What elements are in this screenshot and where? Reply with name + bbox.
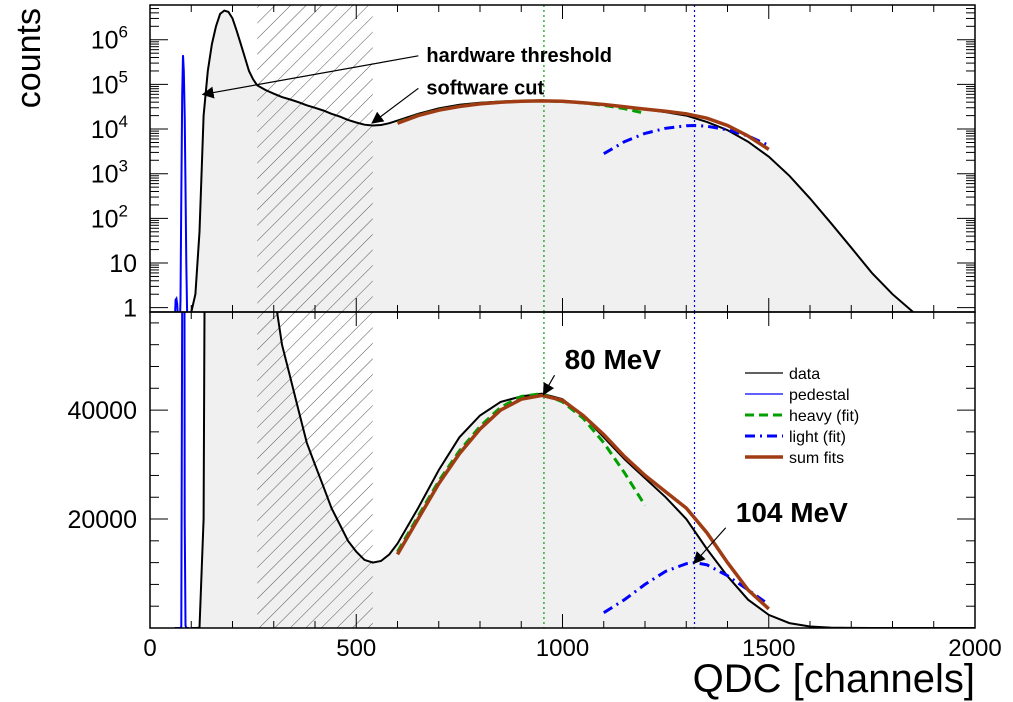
chart-overlay: 0 500 1000 1500 2000 1 10 102 103 104 105 106 20000 4…	[67, 4, 1002, 662]
annotation-arrow	[693, 527, 727, 565]
legend-label-pedestal: pedestal	[789, 387, 850, 404]
linear-series-data	[191, 312, 975, 628]
legend: data pedestal heavy (fit) light (fit) sum fi…	[745, 366, 859, 467]
y-axis-label: counts	[10, 8, 48, 108]
annotation-label: hardware threshold	[426, 45, 612, 67]
log-y-tick-label: 10	[109, 250, 137, 278]
log-data-fill	[191, 10, 975, 312]
log-y-tick-label: 102	[91, 201, 128, 233]
log-y-tick-label: 1	[123, 295, 137, 323]
linear-panel	[174, 312, 975, 628]
annotation-label: 80 MeV	[565, 344, 662, 375]
linear-data-fill	[191, 312, 975, 628]
log-y-tick-label: 104	[91, 112, 128, 144]
annotation-label: software cut	[426, 77, 544, 99]
log-y-tick-label: 103	[91, 157, 128, 189]
log-series-light	[603, 123, 770, 155]
x-tick-label: 1500	[742, 635, 795, 662]
x-tick-label: 500	[336, 635, 376, 662]
linear-series-sum	[395, 393, 770, 611]
x-tick-label: 2000	[948, 635, 1001, 662]
annotation-arrow	[371, 87, 419, 124]
log-hatched-region	[257, 5, 373, 312]
linear-panel-frame	[149, 311, 976, 629]
x-axis-label: QDC [channels]	[693, 657, 975, 701]
x-tick-label: 1000	[536, 635, 589, 662]
linear-series-heavy	[396, 392, 647, 553]
annotation-arrow	[542, 374, 556, 396]
legend-label-heavy: heavy (fit)	[789, 408, 859, 425]
x-tick-label: 0	[143, 635, 156, 662]
linear-hatched-region	[257, 312, 373, 628]
legend-label-light: light (fit)	[789, 429, 846, 446]
log-y-tick-label: 105	[91, 67, 128, 99]
log-y-tick-label: 106	[91, 23, 128, 55]
linear-y-tick-label: 20000	[67, 506, 137, 534]
log-panel	[174, 5, 975, 312]
linear-series-light	[602, 561, 770, 614]
log-series-data	[190, 9, 915, 312]
log-series-pedestal	[174, 55, 189, 312]
annotation-label: 104 MeV	[736, 497, 848, 528]
legend-label-sum: sum fits	[789, 450, 844, 467]
log-series-sum	[396, 99, 770, 151]
legend-label-data: data	[789, 366, 820, 383]
linear-y-tick-label: 40000	[67, 397, 137, 425]
annotation-arrow	[201, 55, 419, 99]
